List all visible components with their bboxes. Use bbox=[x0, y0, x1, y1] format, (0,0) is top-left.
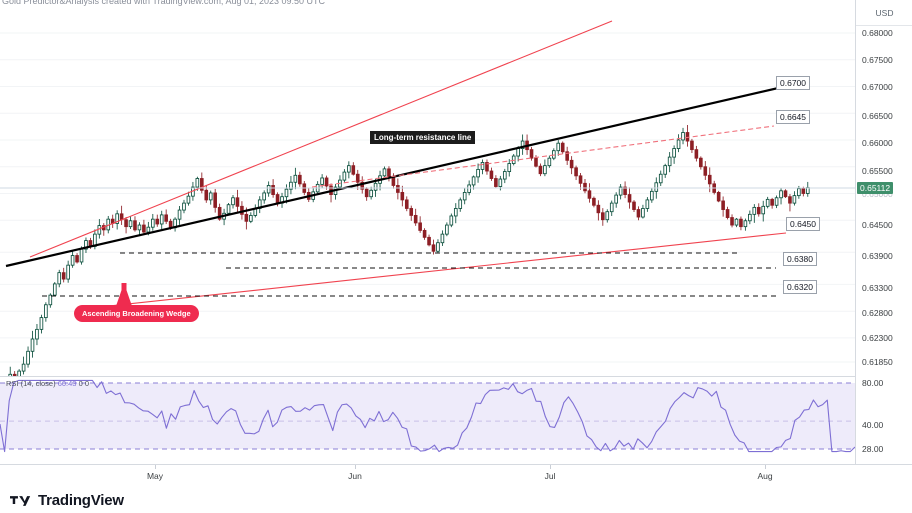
price-level-label: 0.6380 bbox=[783, 252, 817, 266]
price-pane[interactable]: 0.6700 0.6645 0.6450 0.6380 0.6320 Long-… bbox=[0, 9, 855, 376]
axis-unit-divider bbox=[856, 25, 912, 26]
price-level-label: 0.6320 bbox=[783, 280, 817, 294]
watermark-clipped: Gold Predictor&Analysis created with Tra… bbox=[0, 0, 855, 9]
price-level-label: 0.6450 bbox=[786, 217, 820, 231]
time-tick-mark bbox=[355, 465, 356, 469]
price-tick: 0.68000 bbox=[862, 28, 893, 38]
rsi-plot bbox=[0, 379, 855, 453]
time-label: Aug bbox=[757, 471, 773, 481]
wedge-callout: Ascending Broadening Wedge bbox=[74, 305, 199, 322]
price-axis-unit: USD bbox=[875, 8, 894, 18]
time-axis[interactable]: May Jun Jul Aug bbox=[0, 464, 912, 489]
price-tick: 0.64500 bbox=[862, 220, 893, 230]
price-tick: 0.65000 bbox=[862, 189, 893, 199]
price-tick: 0.67000 bbox=[862, 82, 893, 92]
rsi-legend[interactable]: RSI (14, close) 60.43 0 0 bbox=[6, 379, 89, 388]
price-plot bbox=[0, 20, 855, 376]
price-tick: 0.61850 bbox=[862, 357, 893, 367]
current-price-badge[interactable]: 0.65112 bbox=[857, 182, 894, 194]
price-tick: 0.67500 bbox=[862, 55, 893, 65]
rsi-tick: 80.00 bbox=[862, 378, 884, 388]
price-level-label: 0.6700 bbox=[776, 76, 810, 90]
time-label: May bbox=[146, 471, 164, 481]
rsi-tick: 40.00 bbox=[862, 420, 884, 430]
price-tick: 0.62800 bbox=[862, 308, 893, 318]
tradingview-brand[interactable]: TradingView bbox=[10, 492, 124, 509]
price-tick: 0.63300 bbox=[862, 283, 893, 293]
time-tick-mark bbox=[550, 465, 551, 469]
watermark-text: Gold Predictor&Analysis created with Tra… bbox=[2, 0, 326, 6]
time-label: Jul bbox=[544, 471, 556, 481]
price-tick: 0.66500 bbox=[862, 111, 893, 121]
time-tick-mark bbox=[155, 465, 156, 469]
time-tick-mark bbox=[765, 465, 766, 469]
rsi-pane[interactable]: RSI (14, close) 60.43 0 0 bbox=[0, 377, 855, 464]
rsi-legend-name: RSI (14, close) bbox=[6, 379, 56, 388]
rsi-legend-value: 60.43 bbox=[57, 379, 77, 388]
price-tick: 0.65500 bbox=[862, 166, 893, 176]
rsi-legend-extra: 0 0 bbox=[78, 379, 90, 388]
price-tick: 0.62300 bbox=[862, 333, 893, 343]
price-tick: 0.63900 bbox=[862, 251, 893, 261]
tradingview-logo-icon bbox=[10, 495, 31, 506]
price-tick: 0.66000 bbox=[862, 138, 893, 148]
price-level-label: 0.6645 bbox=[776, 110, 810, 124]
rsi-tick: 28.00 bbox=[862, 444, 884, 454]
resistance-line-tag: Long-term resistance line bbox=[370, 131, 476, 144]
tradingview-wordmark: TradingView bbox=[38, 492, 124, 509]
price-axis[interactable]: USD 0.68000 0.67500 0.67000 0.66500 0.66… bbox=[855, 0, 912, 464]
pane-divider[interactable] bbox=[0, 376, 912, 377]
time-label: Jun bbox=[348, 471, 362, 481]
